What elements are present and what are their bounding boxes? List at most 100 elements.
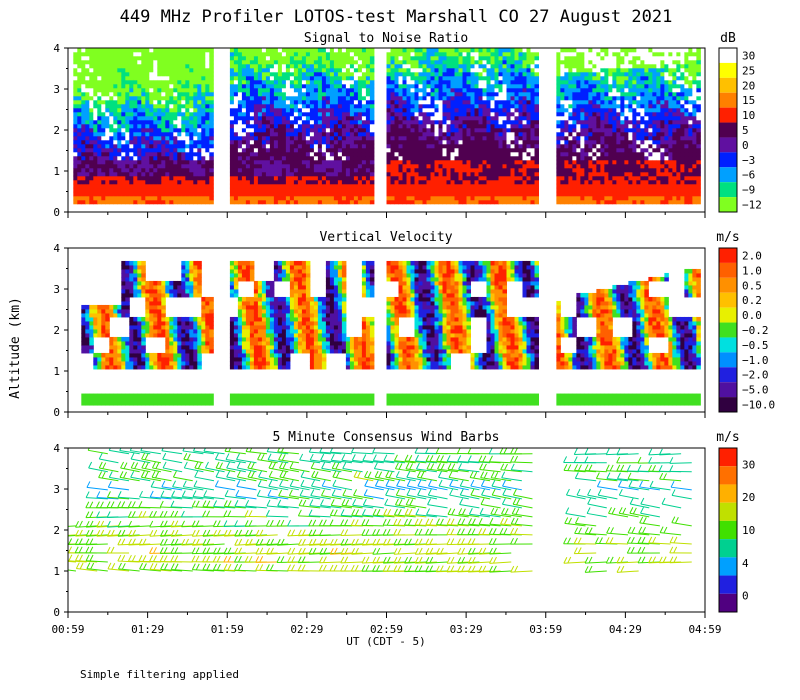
snr-cell <box>169 179 174 185</box>
snr-cell <box>564 107 569 113</box>
snr-cell <box>161 48 166 53</box>
snr-cell <box>357 79 363 85</box>
snr-cell <box>486 55 491 61</box>
snr-cell <box>588 163 593 169</box>
snr-cell <box>189 83 194 89</box>
snr-cell <box>402 63 407 69</box>
snr-cell <box>85 87 90 93</box>
snr-cell <box>261 71 267 77</box>
snr-cell <box>77 107 82 113</box>
snr-cell <box>85 171 90 177</box>
snr-cell <box>556 183 561 189</box>
snr-cell <box>608 79 613 85</box>
snr-cell <box>193 79 198 85</box>
snr-cell <box>430 143 435 149</box>
snr-cell <box>462 111 467 117</box>
snr-cell <box>301 83 307 89</box>
snr-cell <box>325 135 331 141</box>
snr-cell <box>241 123 247 129</box>
snr-cell <box>161 51 166 57</box>
snr-cell <box>486 63 491 69</box>
snr-cell <box>341 87 347 93</box>
snr-cell <box>556 195 561 201</box>
snr-cell <box>584 131 589 137</box>
snr-cell <box>620 163 625 169</box>
snr-cell <box>177 87 182 93</box>
snr-cell <box>317 131 323 137</box>
snr-cell <box>386 67 391 73</box>
snr-cell <box>576 55 581 61</box>
snr-cell <box>390 163 395 169</box>
snr-cell <box>257 111 263 117</box>
snr-cell <box>608 179 613 185</box>
snr-cell <box>402 119 407 125</box>
snr-cell <box>105 59 110 65</box>
snr-cell <box>157 167 162 173</box>
snr-cell <box>502 75 507 81</box>
snr-cell <box>596 51 601 57</box>
snr-cell <box>600 179 605 185</box>
snr-cell <box>325 55 331 61</box>
snr-cell <box>249 171 255 177</box>
snr-cell <box>628 115 633 121</box>
snr-cell <box>249 151 255 157</box>
snr-cell <box>125 191 130 197</box>
snr-cell <box>361 191 367 197</box>
snr-cell <box>177 159 182 165</box>
snr-cell <box>600 79 605 85</box>
snr-cell <box>592 79 597 85</box>
snr-cell <box>526 63 531 69</box>
snr-cell <box>125 71 130 77</box>
snr-cell <box>301 63 307 69</box>
snr-cell <box>466 171 471 177</box>
snr-cell <box>361 151 367 157</box>
snr-cell <box>502 151 507 157</box>
snr-cell <box>137 199 142 205</box>
snr-cell <box>394 103 399 109</box>
snr-cell <box>478 183 483 189</box>
snr-cell <box>185 187 190 193</box>
snr-cell <box>285 139 291 145</box>
snr-cell <box>494 119 499 125</box>
snr-cell <box>442 99 447 105</box>
snr-cell <box>426 63 431 69</box>
snr-cell <box>209 159 214 165</box>
snr-cell <box>325 63 331 69</box>
snr-cell <box>361 147 367 153</box>
snr-cell <box>93 79 98 85</box>
snr-cell <box>233 75 239 81</box>
snr-cell <box>341 147 347 153</box>
snr-cell <box>490 71 495 77</box>
snr-cell <box>273 51 279 57</box>
snr-cell <box>233 99 239 105</box>
snr-cell <box>241 147 247 153</box>
snr-cell <box>616 127 621 133</box>
snr-cell <box>109 167 114 173</box>
snr-cell <box>317 55 323 61</box>
snr-cell <box>181 107 186 113</box>
snr-cell <box>434 95 439 101</box>
snr-cell <box>85 115 90 121</box>
snr-cell <box>169 151 174 157</box>
snr-cell <box>494 187 499 193</box>
snr-cell <box>101 111 106 117</box>
snr-cell <box>313 87 319 93</box>
snr-cell <box>568 63 573 69</box>
snr-cell <box>173 107 178 113</box>
snr-cell <box>414 183 419 189</box>
snr-cell <box>446 119 451 125</box>
snr-cell <box>514 175 519 181</box>
snr-cell <box>137 131 142 137</box>
snr-cell <box>341 139 347 145</box>
snr-cell <box>369 163 375 169</box>
snr-cell <box>133 48 138 53</box>
snr-cell <box>205 127 210 133</box>
snr-cell <box>285 51 291 57</box>
snr-cell <box>233 199 239 205</box>
snr-cell <box>313 127 319 133</box>
snr-cell <box>317 147 323 153</box>
snr-cell <box>341 95 347 101</box>
snr-cell <box>281 187 287 193</box>
snr-cell <box>596 199 601 205</box>
snr-cell <box>249 107 255 113</box>
